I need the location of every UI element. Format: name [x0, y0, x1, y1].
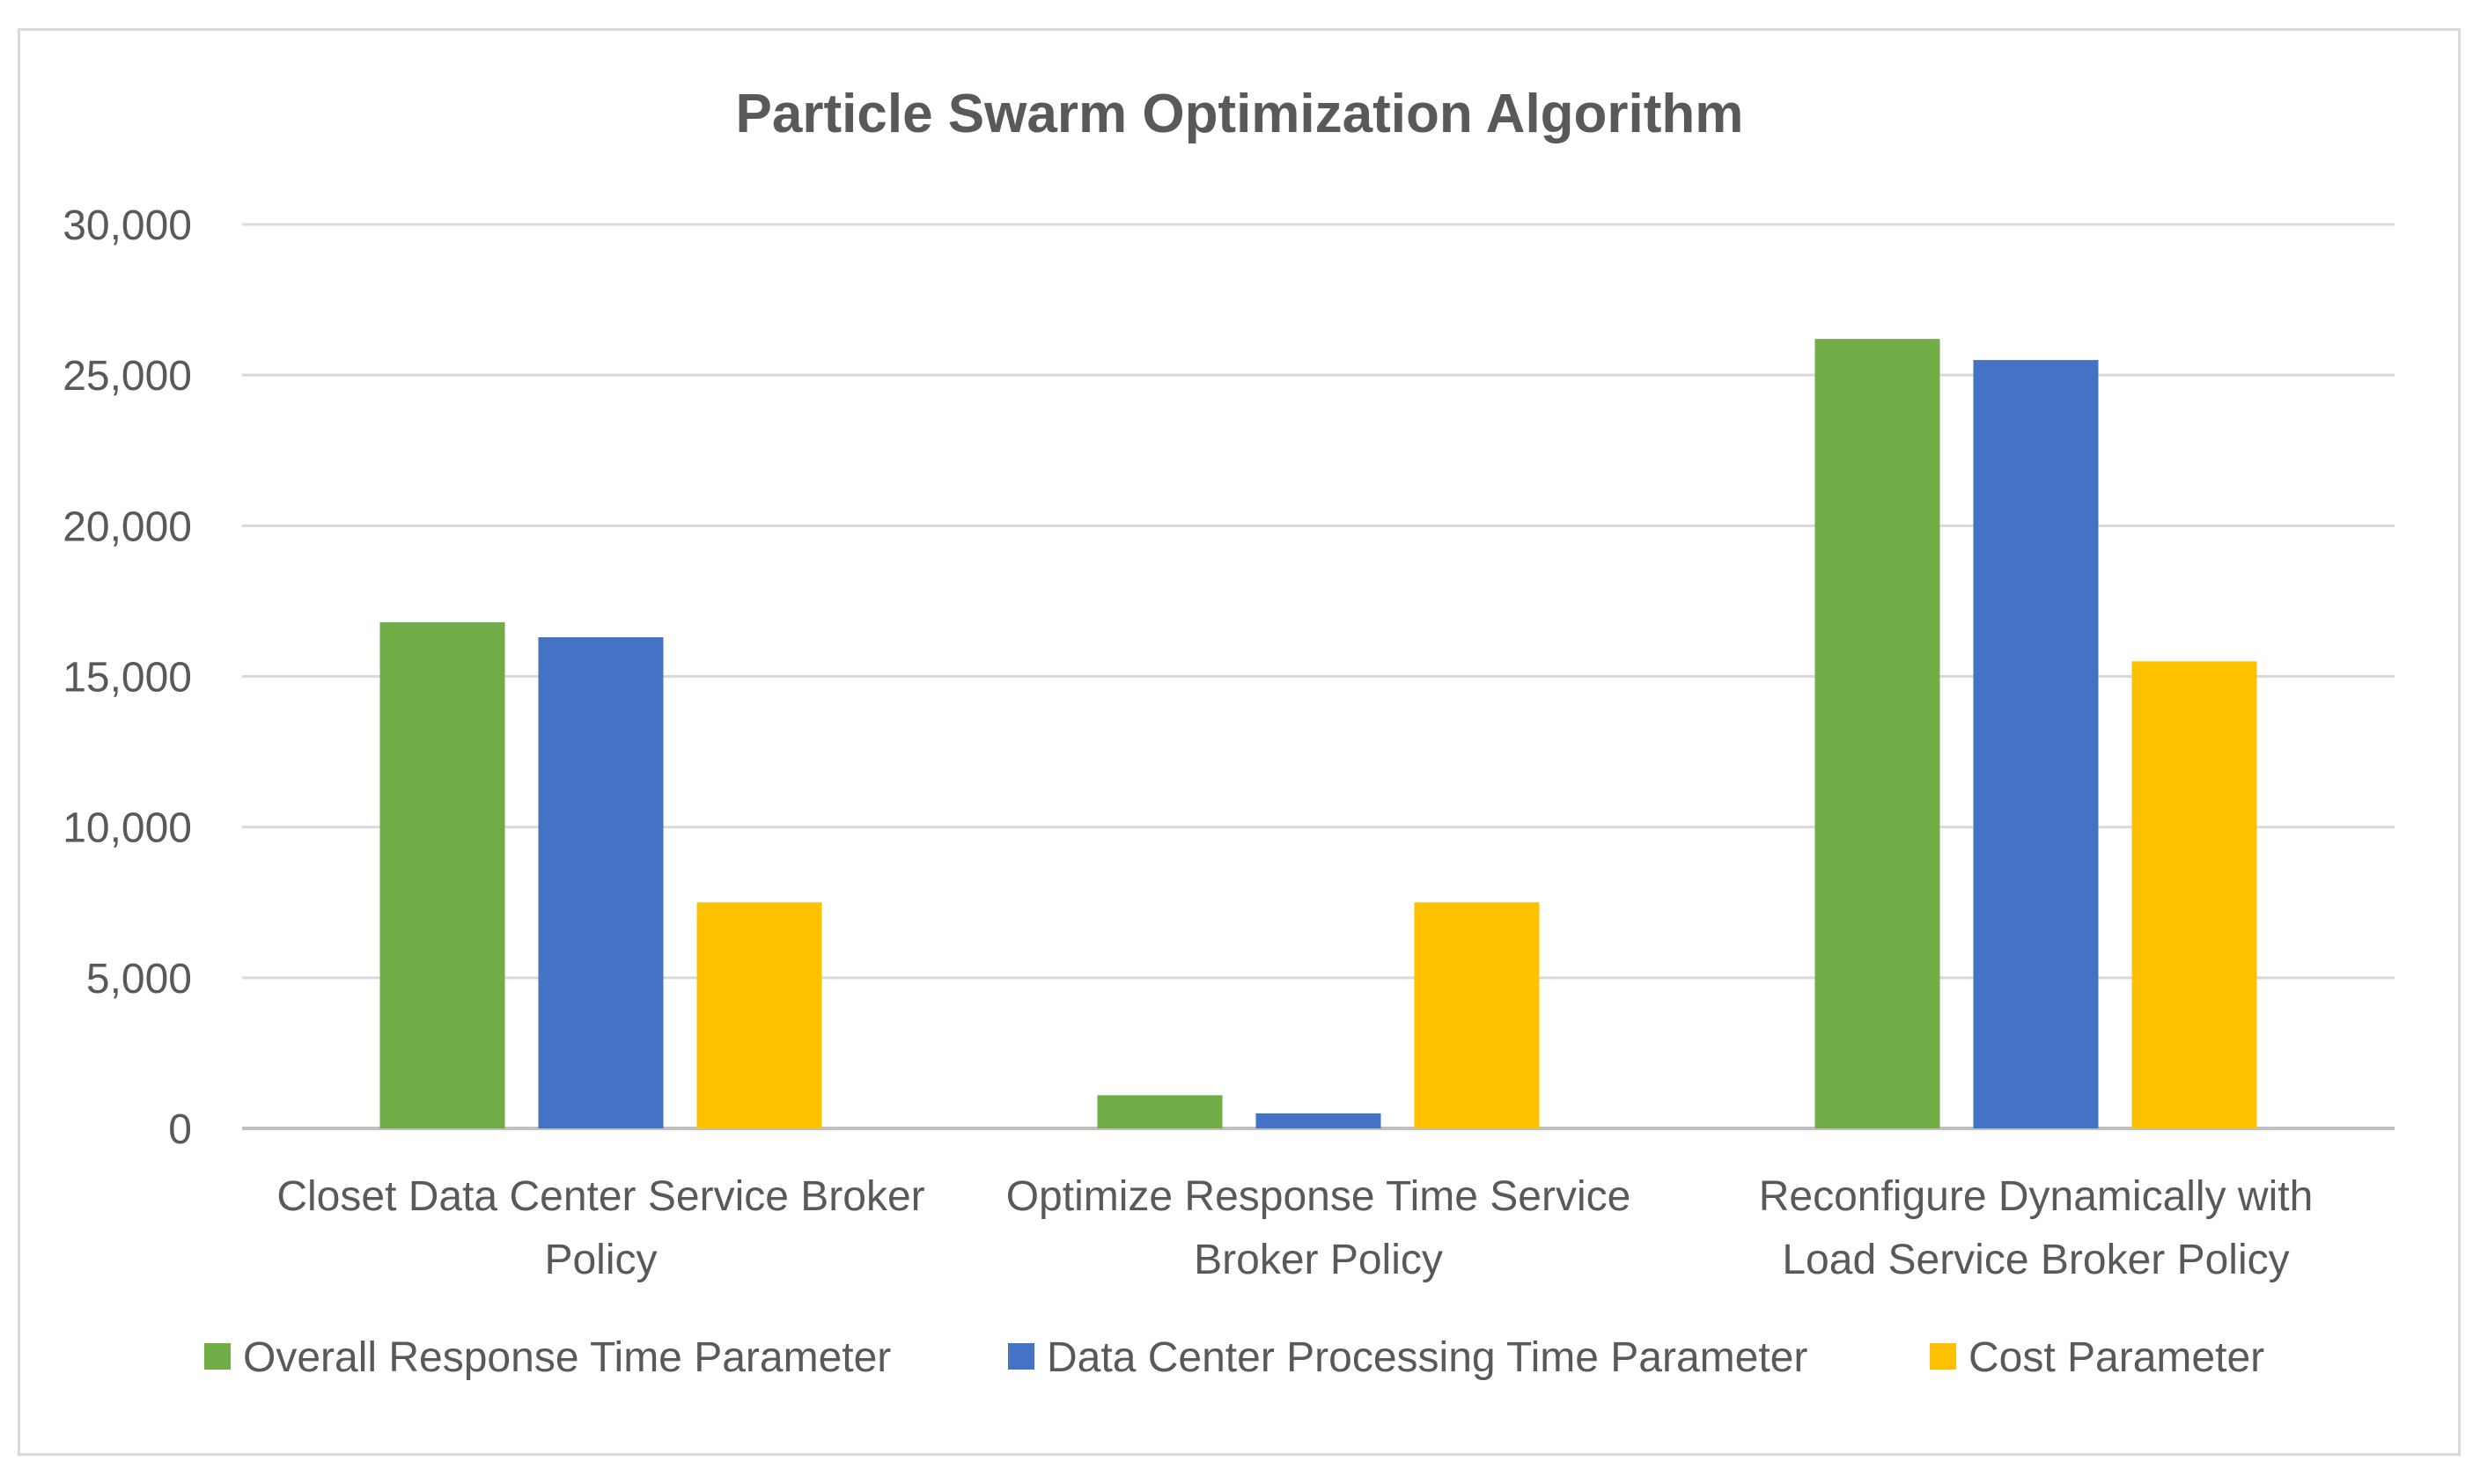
legend: Overall Response Time Parameter Data Cent…: [204, 1334, 2264, 1381]
legend-label: Cost Parameter: [1969, 1334, 2264, 1381]
bar: [1414, 902, 1540, 1128]
legend-swatch: [1008, 1343, 1034, 1370]
y-tick-label: 30,000: [63, 202, 192, 249]
y-tick-label: 20,000: [63, 503, 192, 550]
legend-swatch: [1930, 1343, 1956, 1370]
legend-label: Overall Response Time Parameter: [243, 1334, 891, 1381]
y-tick-label: 10,000: [63, 805, 192, 852]
legend-swatch: [204, 1343, 231, 1370]
y-tick-label: 25,000: [63, 353, 192, 400]
bar: [1973, 360, 2099, 1128]
bars: [379, 339, 2257, 1128]
y-tick-label: 0: [168, 1106, 192, 1153]
legend-label: Data Center Processing Time Parameter: [1047, 1334, 1807, 1381]
bar: [1097, 1095, 1223, 1128]
x-category-label: Closet Data Center Service Broker Policy: [276, 1173, 924, 1283]
bar: [379, 621, 505, 1128]
x-axis: Closet Data Center Service Broker Policy O…: [276, 1173, 2313, 1283]
bar: [538, 636, 664, 1128]
y-axis: 0 5,000 10,000 15,000 20,000 25,000 30,000: [63, 202, 192, 1153]
x-category-label: Reconfigure Dynamically with Load Service…: [1759, 1173, 2314, 1283]
y-tick-label: 15,000: [63, 655, 192, 702]
bar: [1255, 1113, 1381, 1128]
chart-title: Particle Swarm Optimization Algorithm: [736, 84, 1744, 144]
bar: [2131, 661, 2257, 1128]
bar: [696, 902, 822, 1128]
bar: [1814, 339, 1940, 1128]
x-category-label: Optimize Response Time Service Broker Pol…: [1006, 1173, 1631, 1283]
y-tick-label: 5,000: [86, 956, 192, 1003]
